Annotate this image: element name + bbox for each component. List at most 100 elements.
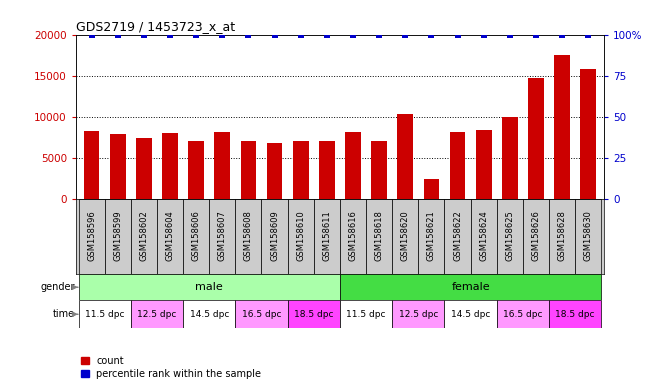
Point — [583, 31, 593, 38]
Bar — [131, 199, 157, 274]
Text: GSM158609: GSM158609 — [270, 210, 279, 261]
Text: 18.5 dpc: 18.5 dpc — [294, 310, 333, 319]
Bar — [314, 199, 340, 274]
Bar — [131, 300, 183, 328]
Point — [191, 31, 201, 38]
Bar — [528, 78, 544, 199]
Text: time: time — [52, 309, 75, 319]
Bar — [523, 199, 549, 274]
Bar — [471, 199, 497, 274]
Bar — [392, 300, 444, 328]
Bar — [502, 117, 517, 199]
Bar — [136, 138, 152, 199]
Point — [269, 31, 280, 38]
Bar — [554, 55, 570, 199]
Bar — [497, 199, 523, 274]
Text: 11.5 dpc: 11.5 dpc — [85, 310, 124, 319]
Point — [217, 31, 228, 38]
Text: GSM158620: GSM158620 — [401, 210, 410, 261]
Text: GDS2719 / 1453723_x_at: GDS2719 / 1453723_x_at — [76, 20, 235, 33]
Text: GSM158630: GSM158630 — [583, 210, 593, 261]
Bar — [319, 141, 335, 199]
Point — [557, 31, 568, 38]
Text: male: male — [195, 282, 223, 292]
Bar — [449, 132, 465, 199]
Bar — [241, 141, 256, 199]
Text: GSM158621: GSM158621 — [427, 210, 436, 261]
Text: GSM158622: GSM158622 — [453, 210, 462, 261]
Bar — [575, 199, 601, 274]
Bar — [340, 199, 366, 274]
Bar — [293, 141, 308, 199]
Bar — [110, 134, 125, 199]
Text: gender: gender — [40, 282, 75, 292]
Bar — [444, 300, 497, 328]
Bar — [549, 199, 575, 274]
Text: 16.5 dpc: 16.5 dpc — [503, 310, 543, 319]
Bar — [261, 199, 288, 274]
Bar — [444, 199, 471, 274]
Bar — [392, 199, 418, 274]
Text: GSM158610: GSM158610 — [296, 210, 305, 261]
Bar — [214, 132, 230, 199]
Point — [400, 31, 411, 38]
Text: 18.5 dpc: 18.5 dpc — [556, 310, 595, 319]
Point — [112, 31, 123, 38]
Text: GSM158618: GSM158618 — [375, 210, 383, 261]
Bar — [79, 300, 131, 328]
Text: female: female — [451, 282, 490, 292]
Text: GSM158625: GSM158625 — [506, 210, 514, 261]
Point — [426, 31, 437, 38]
Text: 12.5 dpc: 12.5 dpc — [399, 310, 438, 319]
Bar — [267, 143, 282, 199]
Bar — [340, 274, 601, 300]
Point — [165, 31, 176, 38]
Text: 14.5 dpc: 14.5 dpc — [189, 310, 229, 319]
Point — [86, 31, 97, 38]
Text: GSM158599: GSM158599 — [114, 210, 122, 261]
Text: 14.5 dpc: 14.5 dpc — [451, 310, 490, 319]
Bar — [236, 300, 288, 328]
Bar — [209, 199, 236, 274]
Text: GSM158616: GSM158616 — [348, 210, 358, 261]
Bar — [79, 274, 340, 300]
Legend: count, percentile rank within the sample: count, percentile rank within the sample — [81, 356, 261, 379]
Bar — [288, 300, 340, 328]
Bar — [236, 199, 261, 274]
Text: GSM158606: GSM158606 — [191, 210, 201, 261]
Bar — [105, 199, 131, 274]
Bar — [288, 199, 314, 274]
Point — [296, 31, 306, 38]
Bar — [340, 300, 392, 328]
Bar — [372, 141, 387, 199]
Point — [531, 31, 541, 38]
Bar — [345, 132, 361, 199]
Bar — [418, 199, 444, 274]
Text: GSM158596: GSM158596 — [87, 210, 96, 261]
Text: GSM158628: GSM158628 — [558, 210, 566, 261]
Bar — [549, 300, 601, 328]
Text: GSM158624: GSM158624 — [479, 210, 488, 261]
Point — [452, 31, 463, 38]
Bar — [84, 131, 100, 199]
Text: GSM158604: GSM158604 — [166, 210, 174, 261]
Text: 12.5 dpc: 12.5 dpc — [137, 310, 177, 319]
Bar — [366, 199, 392, 274]
Bar — [424, 179, 439, 199]
Bar — [580, 69, 596, 199]
Text: 16.5 dpc: 16.5 dpc — [242, 310, 281, 319]
Text: 11.5 dpc: 11.5 dpc — [346, 310, 386, 319]
Bar — [183, 199, 209, 274]
Point — [504, 31, 515, 38]
Text: GSM158626: GSM158626 — [531, 210, 541, 261]
Text: GSM158607: GSM158607 — [218, 210, 227, 261]
Bar — [188, 141, 204, 199]
Point — [348, 31, 358, 38]
Bar — [497, 300, 549, 328]
Text: GSM158602: GSM158602 — [139, 210, 148, 261]
Bar — [79, 199, 105, 274]
Point — [478, 31, 489, 38]
Point — [139, 31, 149, 38]
Point — [374, 31, 384, 38]
Point — [321, 31, 332, 38]
